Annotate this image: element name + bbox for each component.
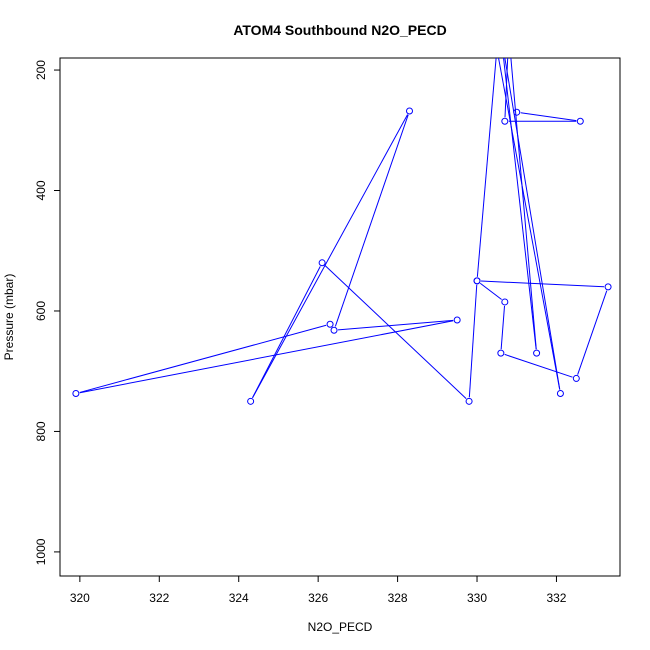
data-point (576, 117, 584, 125)
data-point (330, 326, 338, 334)
y-axis: 200 400 600 800 1000 (34, 60, 60, 565)
series-line-segment (500, 305, 506, 350)
plot-frame (59, 57, 621, 577)
data-point (501, 298, 509, 306)
x-tick-label: 322 (149, 591, 169, 605)
x-tick-label: 326 (308, 591, 328, 605)
data-point (72, 389, 80, 397)
x-tick-label: 328 (388, 591, 408, 605)
series-line-segment (577, 290, 608, 375)
data-point (501, 117, 509, 125)
series-line-segment (510, 58, 537, 350)
x-tick-label: 324 (229, 591, 249, 605)
data-point (473, 277, 481, 285)
series-line-segment (520, 112, 577, 122)
series-line-segment (252, 266, 321, 399)
data-point (247, 397, 255, 405)
series-line-segment (504, 58, 509, 118)
data-point (453, 316, 461, 324)
series-line-segment (334, 114, 409, 327)
x-axis-label: N2O_PECD (308, 620, 373, 634)
series-line-segment (504, 58, 561, 390)
series-line-segment (468, 284, 478, 398)
data-point (604, 283, 612, 291)
y-tick-label: 800 (34, 421, 48, 441)
y-axis-label: Pressure (mbar) (2, 274, 16, 361)
x-tick-label: 330 (467, 591, 487, 605)
y-tick-label: 600 (34, 301, 48, 321)
series-line-segment (503, 58, 537, 350)
series-line-segment (79, 320, 454, 394)
data-series (72, 31, 612, 405)
data-point (494, 46, 500, 52)
series-line-segment (476, 58, 497, 277)
series-line-segment (498, 58, 561, 390)
data-point (498, 31, 504, 37)
series-line-segment (79, 324, 327, 393)
y-tick-label: 200 (34, 60, 48, 80)
chart-title: ATOM4 Southbound N2O_PECD (233, 22, 446, 38)
series-line-segment (252, 114, 409, 399)
data-point (497, 349, 505, 357)
y-tick-label: 400 (34, 180, 48, 200)
x-axis: 320 322 324 326 328 330 332 (70, 576, 567, 605)
data-point (465, 397, 473, 405)
series-line-segment (337, 319, 454, 331)
series-line-segment (504, 353, 573, 378)
data-point (506, 31, 512, 37)
data-point (406, 107, 414, 115)
x-tick-label: 320 (70, 591, 90, 605)
data-point (533, 349, 541, 357)
data-point (513, 108, 521, 116)
series-line-segment (479, 282, 502, 300)
data-point (556, 389, 564, 397)
data-point (326, 320, 334, 328)
data-point (572, 374, 580, 382)
data-point (318, 259, 326, 267)
x-tick-label: 332 (546, 591, 566, 605)
series-line-segment (480, 280, 605, 288)
y-tick-label: 1000 (34, 538, 48, 565)
